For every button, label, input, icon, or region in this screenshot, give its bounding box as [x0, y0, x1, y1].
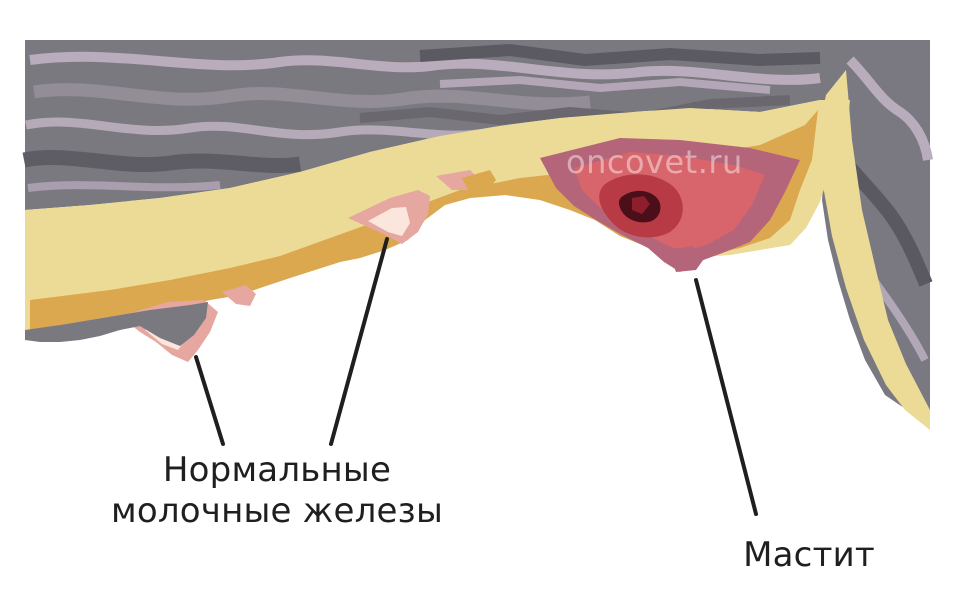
belly-fur-fringe: [25, 302, 208, 346]
watermark: oncovet.ru: [566, 143, 743, 181]
pointer-line-left-gland: [194, 355, 225, 446]
normal-glands-label: Нормальные молочные железы: [107, 450, 447, 532]
fur-right-yellow-fringe: [818, 70, 930, 430]
normal-glands-label-line1: Нормальные: [162, 450, 392, 490]
pointer-line-middle-gland: [329, 237, 389, 446]
normal-glands-label-line2: молочные железы: [111, 490, 443, 531]
normal-gland-middle: [348, 190, 430, 244]
small-teats: [222, 170, 496, 306]
pointer-lines: [194, 237, 758, 516]
mastitis-gland: [540, 138, 800, 272]
pointer-line-mastitis: [694, 278, 758, 516]
mastitis-label: Мастит: [743, 535, 875, 575]
